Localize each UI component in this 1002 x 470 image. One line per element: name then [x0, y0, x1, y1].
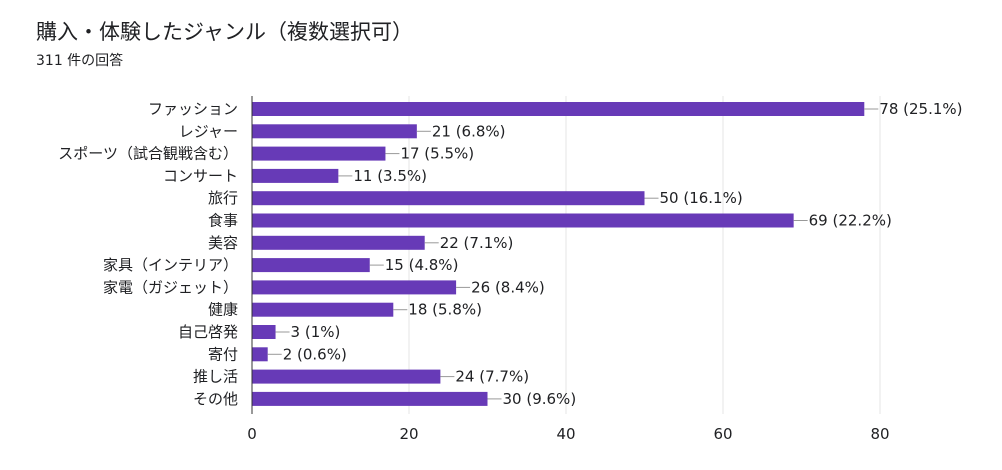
category-label: 食事 — [208, 212, 238, 230]
category-label: 自己啓発 — [178, 323, 238, 341]
value-label: 3 (1%) — [291, 323, 341, 341]
value-label: 11 (3.5%) — [353, 167, 427, 185]
bar — [252, 302, 394, 317]
category-label: コンサート — [163, 167, 238, 185]
x-tick-label: 20 — [399, 425, 418, 443]
x-tick-label: 80 — [870, 425, 889, 443]
category-label: 旅行 — [208, 189, 238, 207]
category-label: ファッション — [148, 100, 238, 118]
chart-title: 購入・体験したジャンル（複数選択可） — [36, 20, 413, 44]
value-label: 17 (5.5%) — [400, 145, 474, 163]
value-label: 15 (4.8%) — [385, 256, 459, 274]
bar — [252, 325, 276, 339]
value-label: 22 (7.1%) — [440, 234, 514, 252]
category-label: 寄付 — [208, 345, 238, 363]
bar — [252, 258, 370, 273]
category-label: その他 — [193, 390, 238, 408]
value-label: 50 (16.1%) — [660, 189, 743, 207]
category-label: 推し活 — [193, 368, 238, 386]
bar — [252, 391, 488, 406]
bar — [252, 347, 268, 362]
bar — [252, 146, 386, 161]
category-label: 美容 — [208, 234, 238, 252]
category-label: 家電（ガジェット） — [103, 278, 238, 296]
bar — [252, 102, 865, 116]
value-label: 69 (22.2%) — [809, 212, 892, 230]
bar — [252, 280, 457, 295]
bar — [252, 213, 794, 228]
response-count: 311 件の回答 — [36, 53, 124, 69]
category-label: 家具（インテリア） — [103, 256, 238, 274]
bar — [252, 235, 425, 250]
category-label: レジャー — [179, 122, 238, 140]
category-label: 健康 — [208, 301, 238, 319]
value-label: 18 (5.8%) — [408, 301, 482, 319]
value-label: 78 (25.1%) — [879, 100, 962, 118]
bar — [252, 369, 441, 384]
value-label: 2 (0.6%) — [283, 345, 347, 363]
x-tick-label: 60 — [713, 425, 732, 443]
value-label: 24 (7.7%) — [455, 368, 529, 386]
bar — [252, 191, 645, 206]
value-label: 21 (6.8%) — [432, 122, 506, 140]
category-label: スポーツ（試合観戦含む） — [58, 145, 238, 163]
x-tick-label: 0 — [247, 425, 257, 443]
value-label: 30 (9.6%) — [503, 390, 577, 408]
x-tick-label: 40 — [556, 425, 575, 443]
bar — [252, 168, 339, 183]
bar — [252, 124, 417, 139]
value-label: 26 (8.4%) — [471, 278, 545, 296]
